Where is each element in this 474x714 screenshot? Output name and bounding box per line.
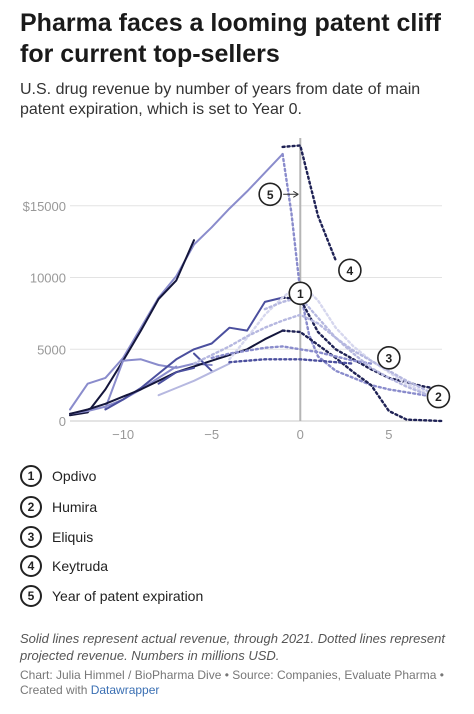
legend-label: Opdivo [52,468,97,484]
x-tick-label: −5 [204,427,219,442]
legend-number-circle: 3 [20,526,42,548]
actual-series-line [193,352,213,372]
projected-series-line [281,296,444,391]
chart-title: Pharma faces a looming patent cliff for … [20,9,441,68]
legend-item-humira: 2 Humira [20,494,97,520]
chart-subtitle: U.S. drug revenue by number of years fro… [20,81,421,118]
callout-arrow-head [293,190,299,198]
callout-number: 3 [386,351,393,365]
x-tick-label: 0 [297,427,304,442]
legend-number-circle: 5 [20,585,42,607]
projected-series-line [281,144,337,262]
legend-item-keytruda: 4 Keytruda [20,553,108,579]
callout-circle [288,281,313,306]
legend-number-circle: 2 [20,496,42,518]
line-chart: 0 5000 10000 $15000 −10 −5 0 5 1 2 3 4 5 [23,138,451,442]
legend-item-eliquis: 3 Eliquis [20,524,93,550]
projected-series-line [228,282,444,403]
legend-label: Humira [52,499,98,515]
callout-number: 1 [297,287,304,301]
callout-circle [377,346,401,370]
callout-number: 4 [347,264,354,278]
callout-layer: 1 2 3 4 5 [258,182,451,409]
actual-series-line [157,362,231,397]
callout-number: 5 [267,188,274,202]
chart-note: Solid lines represent actual revenue, th… [20,631,445,663]
projected-series-line [281,152,444,401]
legend-number-circle: 1 [20,465,42,487]
legend-item-opdivo: 1 Opdivo [20,463,96,489]
grid-layer: 0 5000 10000 $15000 −10 −5 0 5 [23,138,442,442]
legend-label: Eliquis [52,529,94,545]
legend-number-circle: 4 [20,555,42,577]
callout-number: 2 [435,390,442,404]
callout-circle [338,258,362,283]
projected-series-line [210,345,373,365]
credit-text: Chart: Julia Himmel / BioPharma Dive • S… [20,668,444,697]
actual-series-line [69,365,178,415]
callout-circle [426,384,451,409]
legend-label: Year of patent expiration [52,588,204,604]
series-layer [69,144,444,423]
chart-credit: Chart: Julia Himmel / BioPharma Dive • S… [20,668,460,698]
y-tick-label: 10000 [30,271,66,286]
x-tick-label: −10 [112,427,134,442]
legend-label: Keytruda [52,558,109,574]
projected-series-line [192,313,444,400]
legend-item-patent-expiration: 5 Year of patent expiration [20,583,203,609]
x-tick-label: 5 [385,427,392,442]
datawrapper-link[interactable]: Datawrapper [90,683,160,697]
projected-series-line [281,329,444,423]
actual-series-line [69,153,284,411]
projected-series-line [228,358,355,365]
callout-circle [258,182,282,207]
y-tick-label: 5000 [37,342,66,357]
y-tick-label: 0 [59,414,66,429]
y-tick-label: $15000 [23,199,66,214]
actual-series-line [157,366,195,385]
